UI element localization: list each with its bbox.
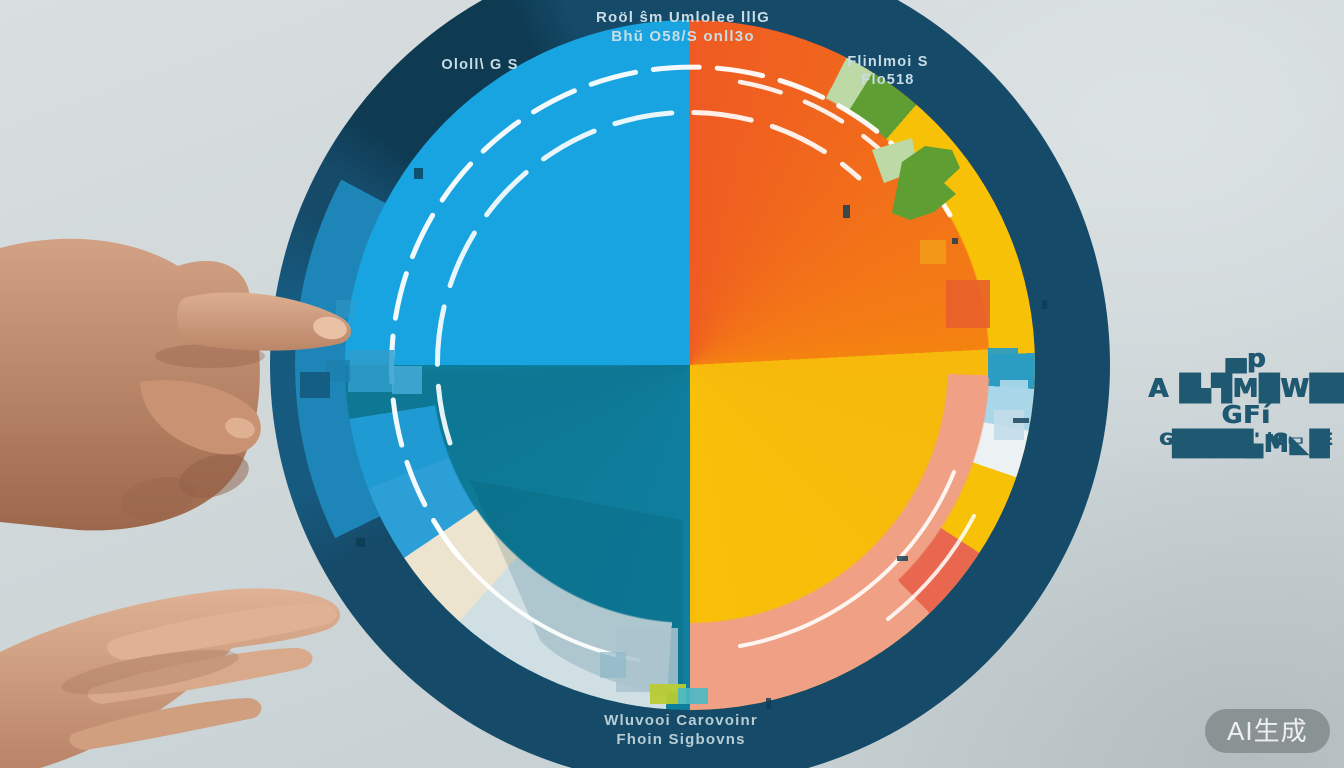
top-center-line2: Bhŭ O58/S onll3o bbox=[611, 27, 755, 45]
bottom-center-label: Wluvooi Carovoinr Fhoin Sigbovns bbox=[551, 712, 811, 750]
top-right-line2: Flo518 bbox=[861, 72, 915, 89]
top-right-line1: Flinlmoi S bbox=[847, 54, 929, 70]
bottom-center-line1: Wluvooi Carovoinr bbox=[604, 712, 758, 729]
right-caption-line2: GFí ▐███▙M◣█ bbox=[1162, 400, 1330, 458]
pie-outer-color-band bbox=[345, 20, 1035, 710]
right-caption-line1: ▄p A▐▙▜M█W██ bbox=[1148, 344, 1344, 404]
green-arrow-marker bbox=[892, 146, 960, 220]
dark-specks bbox=[356, 168, 1047, 709]
pointing-hand bbox=[0, 238, 351, 531]
top-left-label: Ololl\ G S bbox=[441, 57, 519, 73]
right-caption-line3: GAN'' ⌐V'' |G▭ ╬E bbox=[1159, 430, 1333, 450]
mosaic-tiles bbox=[300, 240, 1028, 704]
top-center-label: Roöl ŝm Umlolee lllG Bhŭ O58/S onll3o bbox=[553, 9, 813, 47]
top-right-label: Flinlmoi S Flo518 bbox=[808, 53, 968, 89]
ai-generated-badge-text: AI生成 bbox=[1227, 716, 1308, 746]
top-center-line1: Roöl ŝm Umlolee lllG bbox=[595, 9, 771, 26]
bottom-center-line2: Fhoin Sigbovns bbox=[616, 730, 746, 748]
open-hand bbox=[0, 588, 341, 768]
ai-generated-badge: AI生成 bbox=[1205, 709, 1330, 753]
